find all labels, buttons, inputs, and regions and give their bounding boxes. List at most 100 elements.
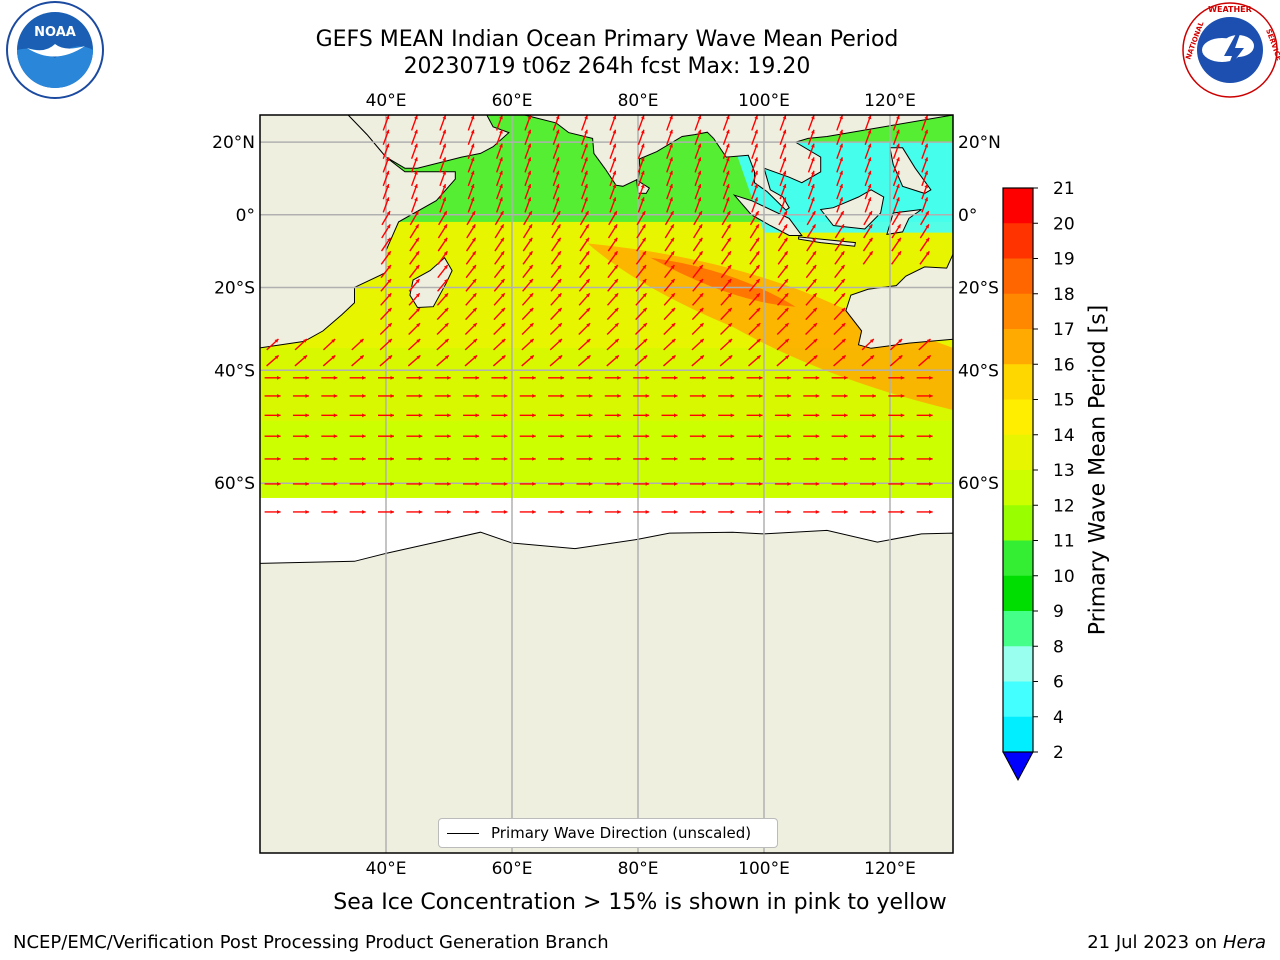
wave-vector-arrow	[581, 129, 588, 145]
colorbar-segment	[1003, 716, 1033, 753]
wave-vector-arrow	[636, 224, 647, 239]
lon-tick-label-bottom: 40°E	[366, 859, 407, 879]
wave-vector-arrow	[779, 170, 787, 187]
wave-vector-arrow	[661, 510, 678, 514]
wave-vector-arrow	[859, 375, 876, 380]
wave-vector-arrow	[916, 394, 933, 398]
wave-vector-arrow	[746, 434, 763, 439]
wave-vector-arrow	[891, 250, 902, 265]
wave-vector-arrow	[778, 210, 788, 226]
wave-vector-arrow	[349, 434, 366, 439]
colorbar-segment	[1003, 258, 1033, 295]
wave-vector-arrow	[321, 482, 338, 486]
wave-vector-arrow	[437, 250, 448, 265]
wave-vector-arrow	[491, 434, 508, 439]
wave-vector-arrow	[836, 129, 843, 145]
wave-vector-arrow	[548, 413, 565, 418]
wave-vector-arrow	[666, 157, 673, 173]
wave-vector-arrow	[892, 129, 900, 145]
wave-vector-arrow	[576, 375, 593, 380]
footer-credit: NCEP/EMC/Verification Post Processing Pr…	[13, 932, 609, 953]
wave-vector-arrow	[921, 115, 929, 131]
wave-vector-arrow	[578, 338, 591, 351]
svg-text:WEATHER: WEATHER	[1208, 5, 1252, 14]
wave-vector-arrow	[349, 375, 366, 380]
wave-vector-arrow	[523, 210, 533, 226]
wave-direction-vectors	[264, 115, 933, 514]
wave-vector-arrow	[609, 197, 617, 213]
lon-tick-label-bottom: 80°E	[618, 859, 659, 879]
australia-land	[845, 253, 953, 349]
wave-vector-arrow	[410, 157, 418, 173]
lat-tick-label-left: 60°S	[214, 474, 255, 494]
wave-vector-arrow	[889, 354, 903, 367]
wave-vector-arrow	[720, 322, 733, 335]
wave-vector-arrow	[664, 210, 675, 226]
wave-vector-arrow	[466, 210, 476, 226]
wave-vector-arrow	[720, 307, 733, 321]
wave-vector-arrow	[637, 197, 645, 213]
wave-vector-arrow	[888, 434, 905, 439]
wave-vector-arrow	[292, 510, 309, 514]
wave-vector-arrow	[493, 264, 505, 279]
colorbar-tick-label: 17	[1053, 320, 1075, 340]
colorbar-segment	[1003, 188, 1033, 224]
wave-vector-arrow	[776, 322, 790, 335]
wave-vector-arrow	[748, 278, 761, 292]
wave-vector-arrow	[576, 413, 593, 418]
wave-vector-arrow	[578, 307, 591, 321]
wave-vector-arrow	[519, 456, 536, 461]
wave-vector-arrow	[635, 292, 647, 306]
wave-vector-arrow	[746, 413, 763, 418]
colorbar-extend-arrow	[1002, 751, 1034, 782]
wave-vector-arrow	[806, 210, 816, 226]
wave-vector-arrow	[807, 197, 815, 213]
wave-vector-arrow	[751, 197, 758, 213]
antarctica-land	[260, 529, 953, 853]
wave-vector-arrow	[494, 210, 505, 226]
wave-vector-arrow	[294, 354, 308, 367]
wave-vector-arrow	[718, 510, 735, 514]
wave-vector-arrow	[436, 338, 450, 351]
wave-vector-arrow	[637, 183, 645, 200]
wave-vector-arrow	[718, 394, 735, 398]
wave-vector-arrow	[524, 197, 532, 213]
colorbar-tick-label: 12	[1053, 496, 1075, 516]
wave-vector-arrow	[552, 170, 560, 187]
wave-vector-arrow	[748, 338, 761, 351]
wave-vector-arrow	[751, 183, 758, 200]
wave-vector-arrow	[807, 115, 815, 131]
wave-vector-arrow	[921, 170, 929, 187]
wave-vector-arrow	[921, 183, 929, 200]
wave-vector-arrow	[661, 413, 678, 418]
lon-tick-label-top: 120°E	[864, 91, 916, 111]
wave-vector-arrow	[921, 157, 929, 173]
wave-vector-arrow	[465, 278, 477, 292]
wave-vector-arrow	[439, 129, 447, 145]
wave-vector-arrow	[776, 307, 789, 321]
wave-vector-arrow	[748, 292, 761, 306]
wave-vector-arrow	[409, 250, 420, 265]
wave-vector-arrow	[921, 197, 929, 213]
wave-vector-arrow	[380, 278, 392, 292]
wave-vector-arrow	[410, 115, 418, 131]
wave-vector-arrow	[637, 115, 645, 131]
wave-vector-arrow	[689, 394, 706, 398]
colorbar-segment	[1003, 505, 1033, 541]
colorbar-segment	[1003, 223, 1033, 259]
lon-tick-label-top: 100°E	[738, 91, 790, 111]
wave-vector-arrow	[718, 456, 735, 461]
wave-vector-arrow	[666, 197, 673, 213]
wave-vector-arrow	[774, 413, 791, 418]
wave-vector-arrow	[859, 456, 876, 461]
wave-vector-arrow	[804, 338, 818, 351]
wave-vector-arrow	[919, 250, 930, 265]
wave-vector-arrow	[746, 375, 763, 380]
wave-vector-arrow	[666, 129, 673, 145]
wave-vector-arrow	[408, 278, 420, 292]
wave-vector-arrow	[380, 237, 392, 252]
wave-vector-arrow	[803, 482, 820, 486]
wave-vector-arrow	[751, 170, 758, 187]
wave-vector-arrow	[633, 510, 650, 514]
wave-vector-arrow	[888, 510, 905, 514]
